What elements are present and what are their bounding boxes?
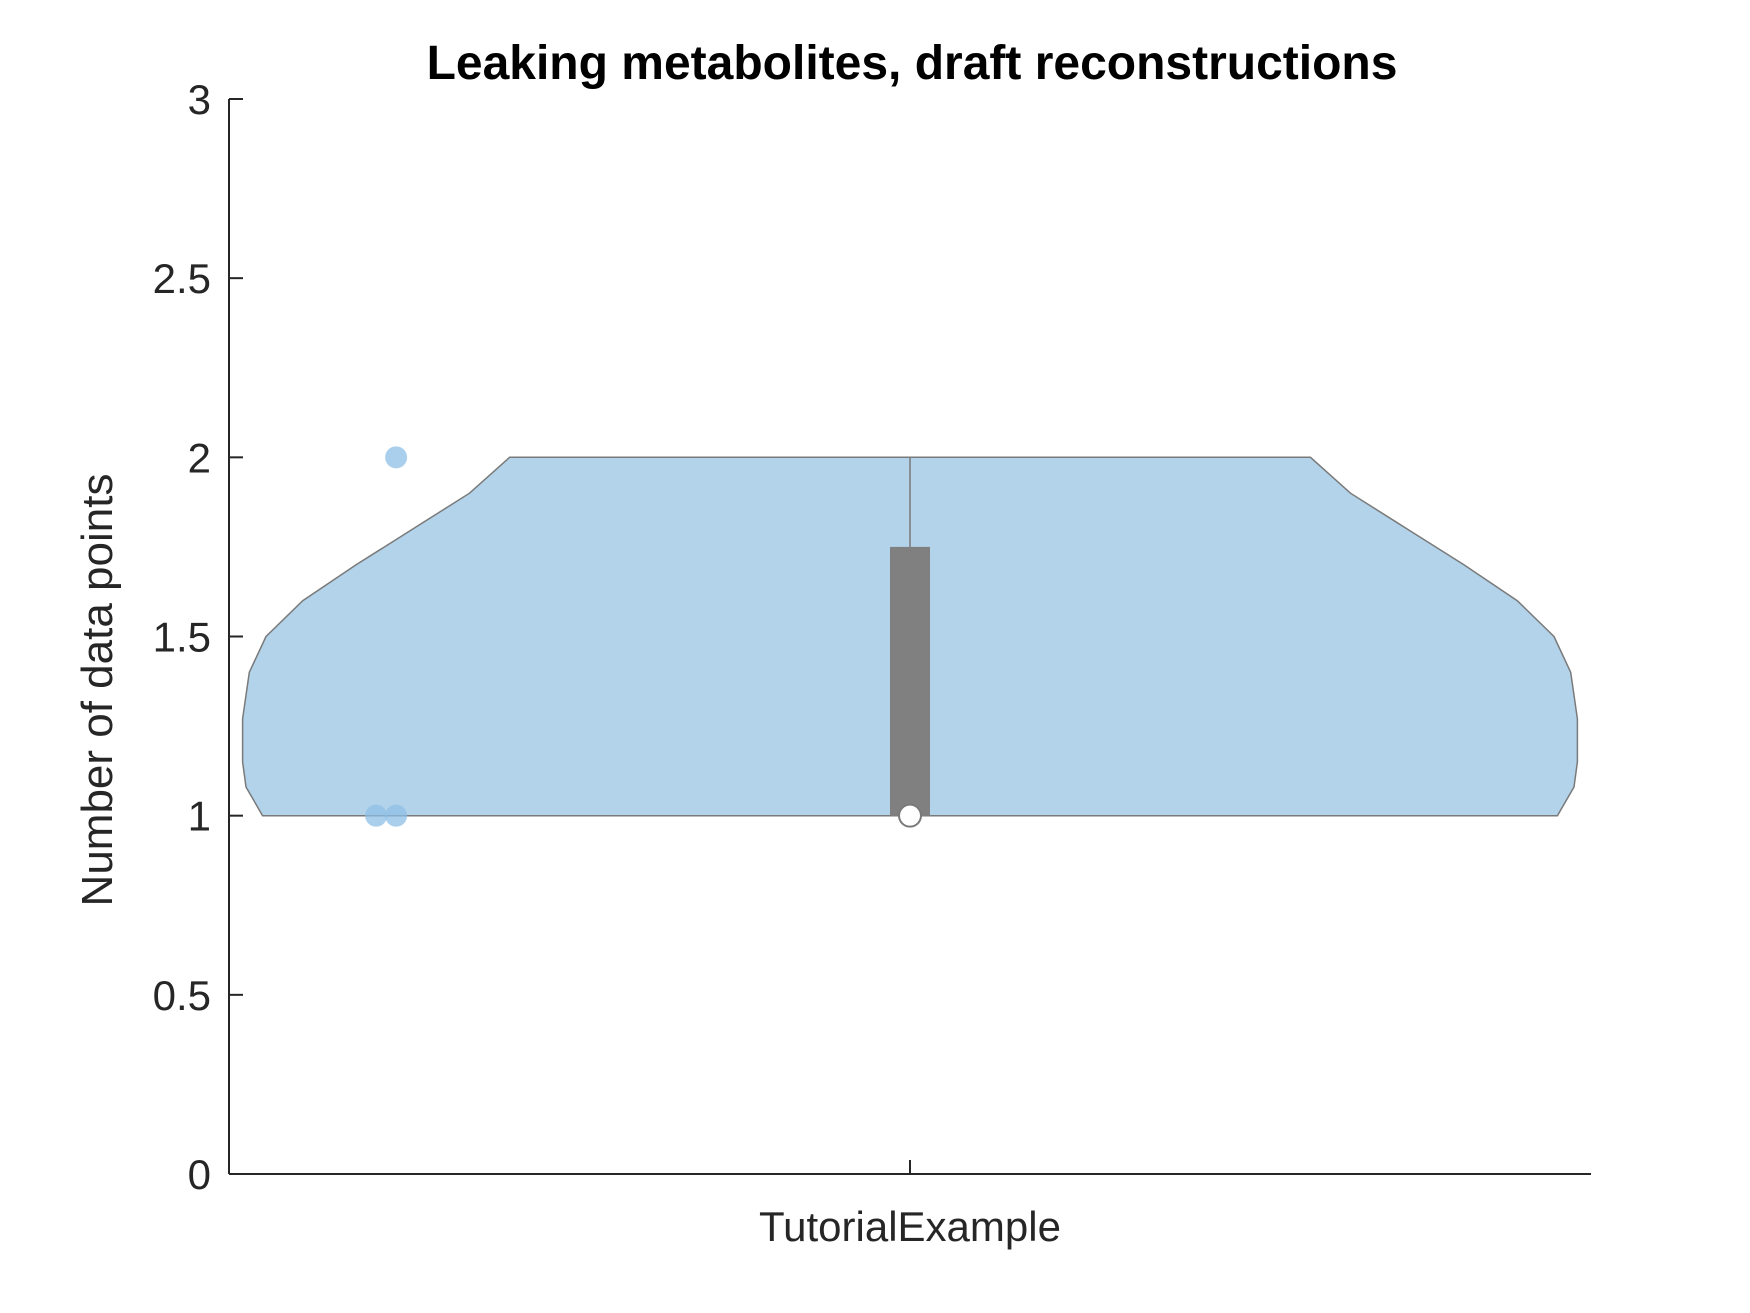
axes: 0 0.5 1 1.5 2 2.5 3 TutorialExample bbox=[153, 76, 1591, 1250]
y-tick-label: 1.5 bbox=[153, 614, 211, 661]
median-marker bbox=[898, 803, 922, 828]
plot-area bbox=[241, 446, 1579, 828]
data-point bbox=[385, 446, 408, 469]
data-point bbox=[365, 804, 388, 827]
y-axis-label: Number of data points bbox=[73, 474, 122, 907]
x-tick-label: TutorialExample bbox=[759, 1203, 1061, 1250]
y-tick-label: 0.5 bbox=[153, 972, 211, 1019]
y-tick-label: 3 bbox=[188, 76, 211, 123]
y-tick-label: 1 bbox=[188, 793, 211, 840]
y-tick-label: 0 bbox=[188, 1151, 211, 1198]
chart-title: Leaking metabolites, draft reconstructio… bbox=[427, 37, 1398, 90]
iqr-box bbox=[890, 546, 930, 816]
y-tick-label: 2 bbox=[188, 434, 211, 481]
y-tick-label: 2.5 bbox=[153, 255, 211, 302]
data-point bbox=[385, 804, 408, 827]
